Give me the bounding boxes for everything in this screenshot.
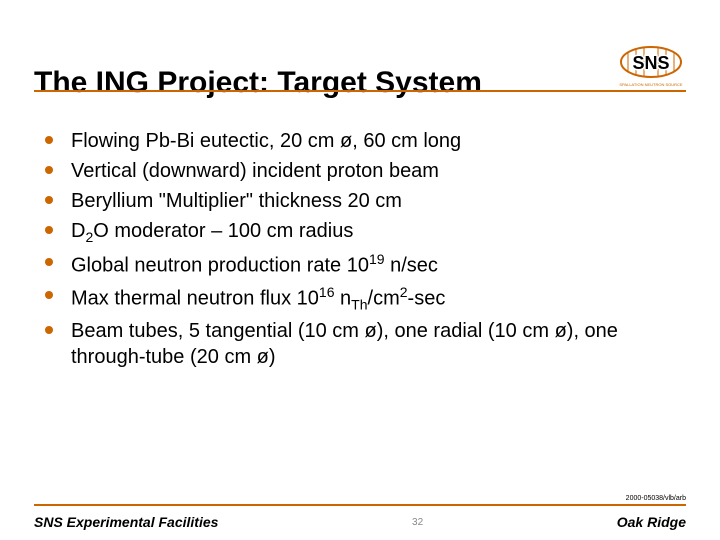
bullet-text: Beryllium "Multiplier" thickness 20 cm: [71, 188, 402, 214]
bullet-item: Beam tubes, 5 tangential (10 cm ø), one …: [45, 318, 660, 370]
bullet-text: Beam tubes, 5 tangential (10 cm ø), one …: [71, 318, 660, 370]
bullet-dot-icon: [45, 326, 53, 334]
bullet-item: Beryllium "Multiplier" thickness 20 cm: [45, 188, 660, 214]
bullet-list: Flowing Pb-Bi eutectic, 20 cm ø, 60 cm l…: [45, 128, 660, 374]
bullet-dot-icon: [45, 136, 53, 144]
bullet-dot-icon: [45, 196, 53, 204]
footer: SNS Experimental Facilities 32 Oak Ridge: [34, 514, 686, 530]
bullet-item: Vertical (downward) incident proton beam: [45, 158, 660, 184]
slide-title: The ING Project: Target System: [34, 66, 482, 100]
bullet-dot-icon: [45, 258, 53, 266]
footer-rule: [34, 504, 686, 506]
logo-text: SNS: [632, 53, 669, 73]
bullet-text: Global neutron production rate 1019 n/se…: [71, 250, 438, 279]
bullet-item: Max thermal neutron flux 1016 nTh/cm2-se…: [45, 283, 660, 314]
bullet-item: Global neutron production rate 1019 n/se…: [45, 250, 660, 279]
doc-id: 2000-05038/vlb/arb: [626, 495, 686, 502]
title-rule: [34, 90, 686, 92]
bullet-item: Flowing Pb-Bi eutectic, 20 cm ø, 60 cm l…: [45, 128, 660, 154]
bullet-text: Max thermal neutron flux 1016 nTh/cm2-se…: [71, 283, 445, 314]
slide: The ING Project: Target System SNS SPALL…: [0, 0, 720, 540]
bullet-text: D2O moderator – 100 cm radius: [71, 218, 353, 246]
page-number: 32: [412, 517, 423, 528]
bullet-dot-icon: [45, 226, 53, 234]
bullet-dot-icon: [45, 291, 53, 299]
bullet-item: D2O moderator – 100 cm radius: [45, 218, 660, 246]
logo-subtext: SPALLATION NEUTRON SOURCE: [619, 82, 683, 87]
footer-left: SNS Experimental Facilities: [34, 514, 218, 530]
bullet-text: Flowing Pb-Bi eutectic, 20 cm ø, 60 cm l…: [71, 128, 461, 154]
bullet-text: Vertical (downward) incident proton beam: [71, 158, 439, 184]
bullet-dot-icon: [45, 166, 53, 174]
footer-right: Oak Ridge: [617, 514, 686, 530]
